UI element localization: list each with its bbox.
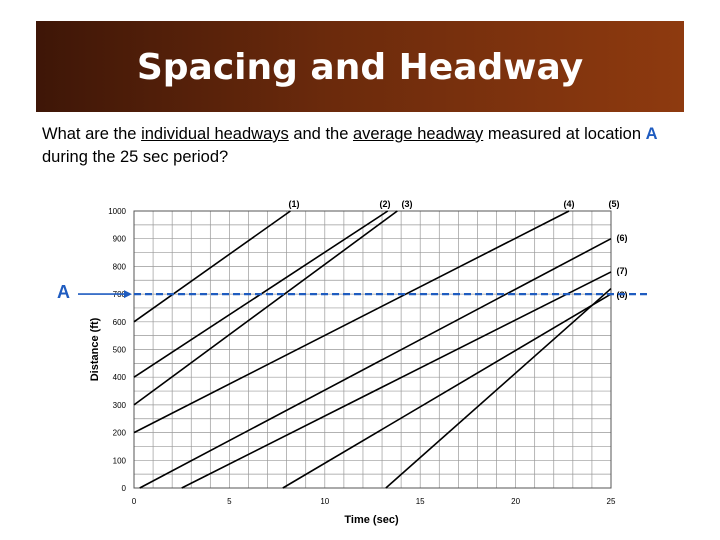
y-tick-label: 900 bbox=[113, 235, 127, 244]
question-part: What are the bbox=[42, 125, 142, 143]
vehicle-label: (5) bbox=[609, 199, 620, 209]
y-tick-label: 100 bbox=[113, 456, 127, 465]
y-axis-label: Distance (ft) bbox=[89, 317, 101, 381]
location-a-arrowhead bbox=[124, 290, 132, 299]
vehicle-trajectory-line bbox=[181, 271, 612, 489]
vehicle-label: (6) bbox=[617, 233, 628, 243]
y-tick-label: 600 bbox=[113, 318, 127, 327]
y-tick-label: 500 bbox=[113, 346, 127, 355]
vehicle-label: (7) bbox=[617, 266, 628, 276]
vehicle-trajectory-line bbox=[133, 210, 291, 323]
question-part: and the bbox=[288, 125, 353, 143]
x-tick-label: 5 bbox=[227, 497, 232, 506]
plot-frame bbox=[133, 210, 612, 489]
x-tick-label: 15 bbox=[416, 497, 425, 506]
y-tick-label: 300 bbox=[113, 401, 127, 410]
y-tick-label: 200 bbox=[113, 429, 127, 438]
x-tick-label: 25 bbox=[607, 497, 616, 506]
question-text: What are the individual headways and the… bbox=[42, 123, 682, 169]
vehicle-trajectory-line bbox=[133, 210, 570, 434]
x-tick-label: 0 bbox=[132, 497, 137, 506]
vehicle-trajectory-line bbox=[282, 293, 612, 489]
vehicle-trajectory-line bbox=[139, 237, 612, 489]
y-tick-label: 800 bbox=[113, 262, 127, 271]
vehicle-label: (2) bbox=[380, 199, 391, 209]
question-term-average-headway: average headway bbox=[352, 125, 484, 143]
y-tick-label: 1000 bbox=[108, 207, 126, 216]
y-tick-label: 0 bbox=[122, 484, 127, 493]
question-location-label: A bbox=[645, 125, 658, 143]
x-axis-label: Time (sec) bbox=[344, 514, 399, 526]
x-tick-label: 20 bbox=[511, 497, 520, 506]
vehicle-label: (4) bbox=[564, 199, 575, 209]
y-tick-label: 400 bbox=[113, 373, 127, 382]
vehicle-trajectory-line bbox=[385, 287, 612, 489]
vehicle-label: (3) bbox=[402, 199, 413, 209]
question-part: measured at location bbox=[483, 125, 646, 143]
slide-title: Spacing and Headway bbox=[136, 47, 584, 88]
question-part: during the 25 sec period? bbox=[42, 148, 229, 166]
time-space-diagram: 0510152025010020030040050060070080090010… bbox=[78, 199, 648, 526]
location-a-label: A bbox=[57, 282, 70, 302]
title-banner: Spacing and Headway bbox=[36, 21, 684, 112]
vehicle-label: (1) bbox=[289, 199, 300, 209]
x-tick-label: 10 bbox=[320, 497, 329, 506]
question-term-individual-headways: individual headways bbox=[141, 125, 289, 143]
vehicle-trajectory-line bbox=[133, 210, 398, 406]
